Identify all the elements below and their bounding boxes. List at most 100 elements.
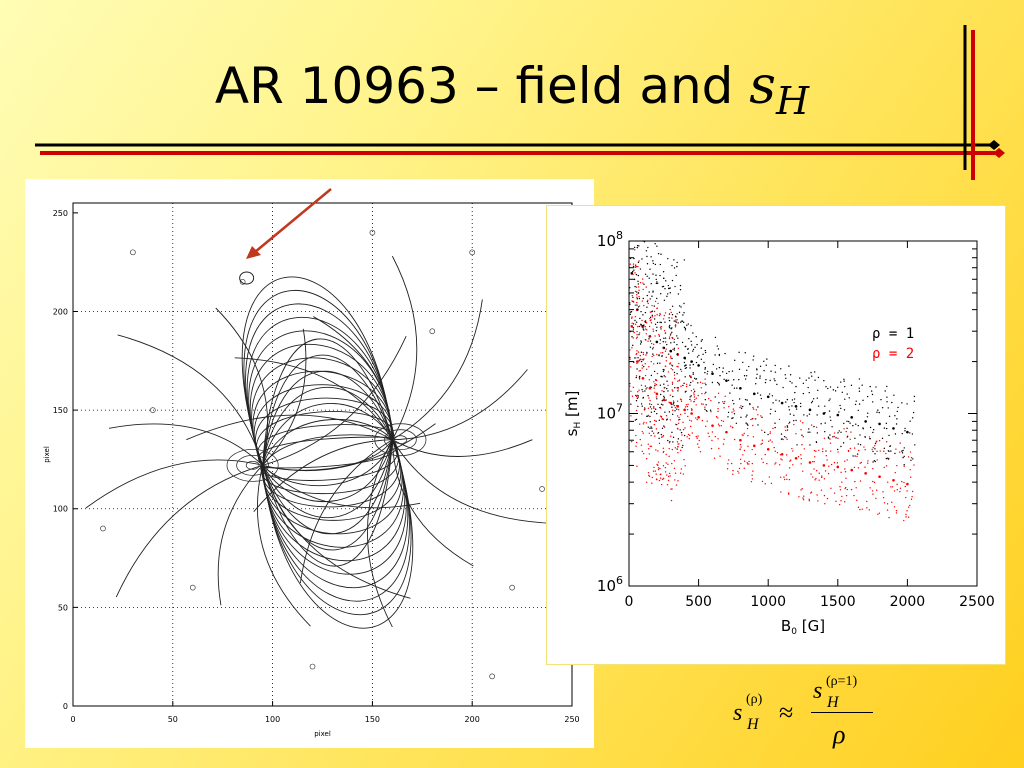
scatter-point: [840, 445, 842, 448]
scatter-point: [735, 422, 738, 424]
scatter-point: [824, 430, 826, 433]
scatter-point: [642, 328, 644, 330]
scatter-point: [874, 442, 877, 445]
scatter-point: [717, 438, 719, 440]
scatter-point: [840, 381, 842, 383]
scatter-point: [829, 434, 831, 436]
scatter-point: [875, 497, 877, 500]
scatter-point: [723, 378, 725, 381]
scatter-point: [673, 349, 675, 351]
scatter-point: [770, 482, 773, 485]
scatter-point: [732, 417, 734, 419]
scatter-point: [869, 426, 872, 429]
scatter-point: [702, 353, 704, 356]
scatter-point: [642, 397, 644, 399]
scatter-point: [650, 322, 653, 324]
scatter-point: [642, 282, 644, 284]
scatter-point: [636, 465, 638, 467]
scatter-point: [841, 481, 843, 483]
scatter-point: [649, 399, 651, 402]
scatter-point: [830, 487, 832, 490]
scatter-point: [722, 401, 724, 403]
scatter-point: [774, 450, 776, 452]
scatter-point: [690, 400, 692, 402]
scatter-point: [690, 408, 693, 410]
scatter-point: [838, 503, 841, 506]
scatter-point: [743, 449, 746, 452]
scatter-point: [665, 348, 667, 350]
scatter-point: [665, 399, 667, 401]
scatter-point: [901, 480, 903, 483]
scatter-point: [815, 477, 817, 480]
scatter-point: [780, 401, 784, 405]
scatter-point: [689, 384, 691, 386]
scatter-point: [667, 284, 670, 287]
scatter-point: [728, 405, 730, 408]
scatter-point: [672, 395, 674, 398]
scatter-point: [722, 420, 725, 423]
scatter-point: [671, 313, 674, 316]
scatter-point: [634, 319, 636, 322]
scatter-point: [635, 337, 638, 339]
scatter-point: [841, 391, 844, 394]
scatter-point: [634, 272, 636, 274]
field-lines-group: [85, 255, 554, 629]
scatter-point: [674, 285, 676, 288]
polarity-contour: [393, 435, 408, 445]
scatter-legend-entry: ρ = 2: [872, 346, 914, 362]
scatter-point: [814, 379, 816, 381]
scatter-point: [639, 268, 642, 270]
scatter-point: [732, 399, 734, 402]
field-line: [262, 439, 409, 588]
field-x-tick-label: 200: [465, 715, 480, 724]
scatter-point: [748, 463, 750, 465]
scatter-point: [757, 424, 759, 426]
scatter-point: [647, 302, 649, 305]
scatter-point: [654, 263, 657, 266]
scatter-point: [632, 328, 635, 331]
scatter-point: [629, 313, 632, 316]
scatter-point: [643, 304, 645, 307]
scatter-point: [639, 375, 641, 378]
scatter-point: [737, 470, 739, 472]
scatter-point: [673, 377, 676, 380]
scatter-point: [663, 397, 666, 399]
scatter-point: [663, 425, 665, 427]
scatter-point: [663, 450, 665, 453]
scatter-point: [747, 445, 749, 448]
scatter-point: [687, 415, 689, 418]
scatter-point: [847, 450, 850, 453]
scatter-point: [679, 284, 682, 287]
scatter-point: [637, 405, 639, 408]
field-speck-contour: [309, 663, 316, 670]
scatter-point: [780, 476, 782, 479]
field-speck-contour: [469, 249, 476, 256]
scatter-point: [755, 377, 758, 379]
scatter-point: [910, 456, 913, 459]
scatter-point: [861, 508, 863, 510]
scatter-point: [707, 370, 709, 373]
slide-title-symbol: s: [749, 56, 776, 116]
scatter-point: [692, 373, 694, 376]
scatter-point: [840, 431, 842, 433]
scatter-point: [649, 445, 652, 448]
scatter-point: [799, 377, 801, 379]
scatter-point: [728, 370, 730, 373]
scatter-point: [844, 460, 846, 462]
scatter-point: [635, 357, 637, 359]
scatter-point: [657, 252, 660, 255]
scatter-point: [854, 455, 856, 457]
scatter-point: [690, 381, 692, 384]
scatter-point: [885, 465, 888, 467]
scatter-point: [759, 394, 762, 396]
scatter-y-tick-label: 108: [597, 229, 623, 250]
scatter-point: [664, 466, 667, 469]
scatter-point: [662, 404, 664, 406]
scatter-point: [669, 440, 671, 443]
scatter-point: [670, 350, 672, 353]
scatter-point: [682, 428, 685, 431]
scatter-point: [773, 378, 775, 380]
scatter-point: [780, 491, 782, 493]
scatter-point: [763, 369, 765, 372]
scatter-point: [654, 391, 656, 394]
